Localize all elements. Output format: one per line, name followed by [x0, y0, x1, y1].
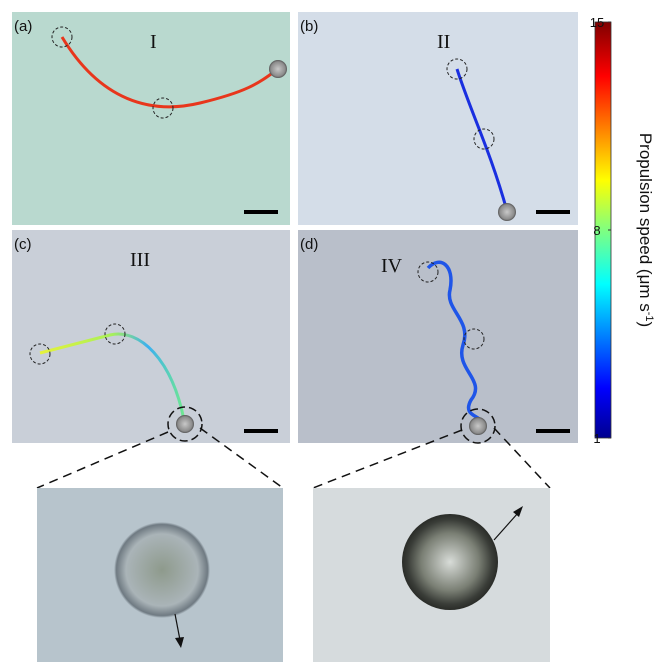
- colorbar-tick-label: 8: [593, 223, 600, 238]
- figure: (a) I (b) II (c) III (d) IV: [0, 0, 669, 662]
- colorbar-tick-label: 1: [593, 431, 600, 446]
- panel-numeral: I: [150, 31, 157, 53]
- colorbar-title: Propulsion speed (μm s-1): [636, 133, 655, 327]
- zoom-d: [313, 488, 550, 662]
- panel-c: (c) III: [12, 230, 290, 443]
- panel-label: (c): [14, 236, 32, 253]
- panel-numeral: III: [130, 249, 150, 271]
- panel-label: (d): [300, 236, 318, 253]
- colorbar-tick-label: 15: [590, 15, 604, 30]
- panel-a: (a) I: [12, 12, 290, 225]
- zoom-c: [37, 488, 283, 662]
- panel-d: (d) IV: [298, 230, 578, 443]
- panel-numeral: IV: [381, 255, 403, 277]
- panel-label: (a): [14, 18, 32, 35]
- panel-label: (b): [300, 18, 318, 35]
- panel-b: (b) II: [298, 12, 578, 225]
- panel-numeral: II: [437, 31, 450, 53]
- colorbar: Propulsion speed (μm s-1) 1 8 15: [590, 15, 655, 446]
